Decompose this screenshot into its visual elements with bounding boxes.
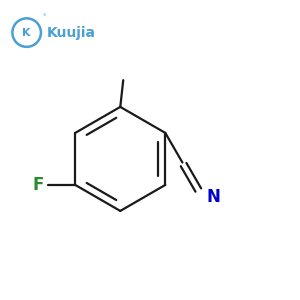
Text: K: K bbox=[22, 28, 31, 38]
Text: °: ° bbox=[42, 14, 46, 20]
Text: F: F bbox=[33, 176, 44, 194]
Text: N: N bbox=[206, 188, 220, 206]
Text: Kuujia: Kuujia bbox=[47, 26, 96, 40]
